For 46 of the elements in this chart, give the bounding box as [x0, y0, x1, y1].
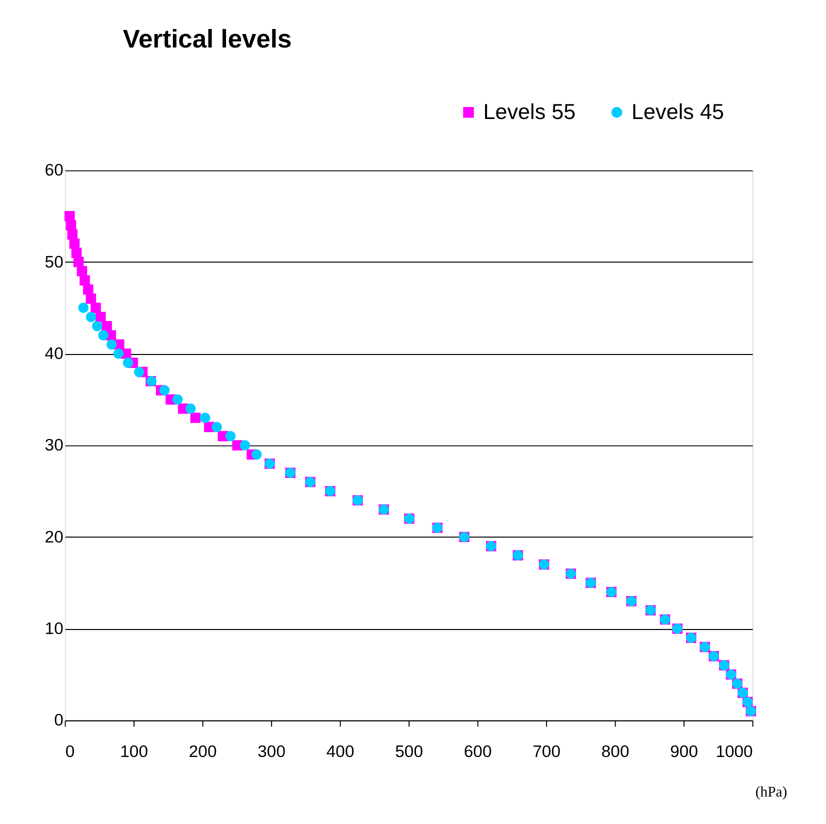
point [190, 412, 201, 423]
legend-label: Levels 55 [483, 99, 576, 124]
point [86, 294, 96, 304]
y-tick-label: 60 [44, 160, 64, 180]
point [67, 229, 78, 240]
point [251, 449, 262, 460]
x-tick-label: 800 [601, 742, 630, 762]
point [98, 330, 108, 340]
point [90, 302, 101, 313]
y-tick-label: 10 [44, 619, 64, 638]
x-tick-label: 200 [188, 742, 217, 762]
point [122, 358, 134, 368]
point [185, 404, 196, 414]
y-tick-label: 40 [44, 344, 64, 364]
point [159, 385, 170, 396]
point [102, 321, 112, 332]
legend-label: Levels 45 [632, 99, 724, 124]
y-tick-label: 20 [44, 527, 64, 546]
x-tick-label: 300 [258, 742, 286, 762]
y-tick-label: 0 [54, 710, 64, 730]
point [240, 440, 250, 450]
x-tick-label: 500 [395, 742, 423, 762]
x-tick-label: 100 [120, 742, 148, 762]
x-axis-title: (hPa) [755, 784, 788, 800]
point [83, 284, 94, 295]
chart-title: Vertical levels [122, 26, 292, 54]
x-tick-label: 900 [670, 742, 698, 762]
point [113, 348, 124, 359]
point [86, 312, 96, 322]
point [76, 266, 88, 276]
point [92, 321, 102, 332]
point [78, 302, 89, 313]
point [134, 366, 144, 378]
point [69, 238, 80, 249]
x-tick-label: 1000 [716, 742, 753, 762]
x-tick-label: 400 [326, 742, 354, 762]
y-tick-label: 30 [44, 436, 64, 455]
point [172, 394, 183, 405]
y-tick-label: 50 [44, 252, 64, 272]
x-tick-label: 700 [532, 742, 560, 762]
point [212, 422, 222, 432]
point [106, 339, 117, 350]
point [225, 431, 236, 442]
point [200, 412, 210, 423]
x-tick-label: 600 [464, 742, 492, 762]
point [64, 211, 75, 222]
